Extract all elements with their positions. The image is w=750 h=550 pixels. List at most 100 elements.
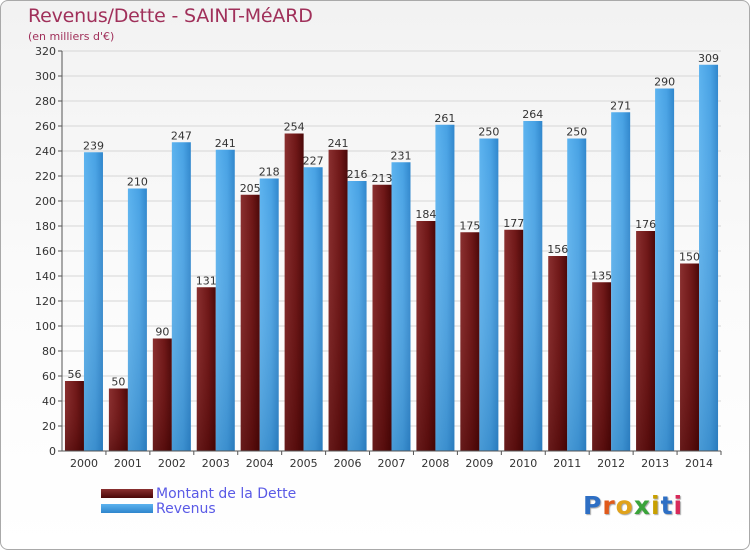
- bars-layer: [64, 64, 719, 451]
- logo-letter: x: [633, 491, 651, 520]
- x-tick-label: 2010: [509, 457, 537, 470]
- bar-shade-debt: [196, 287, 216, 451]
- y-tick-label: 240: [35, 145, 56, 158]
- logo-letter: i: [673, 491, 684, 520]
- bar-shade-revenue: [567, 138, 587, 451]
- x-tick-label: 2000: [70, 457, 98, 470]
- chart-title: Revenus/Dette - SAINT-MéARD: [28, 5, 313, 27]
- data-label-debt: 205: [240, 182, 261, 195]
- y-tick-label: 160: [35, 245, 56, 258]
- bar-shade-debt: [416, 221, 436, 451]
- bar-shade-debt: [372, 184, 392, 451]
- bar-shade-revenue: [655, 88, 675, 451]
- legend-swatch-revenue: [101, 504, 153, 513]
- bar-shade-revenue: [523, 121, 543, 451]
- bar-shade-debt: [284, 133, 304, 451]
- data-label-debt: 50: [111, 376, 125, 389]
- logo-letter: t: [660, 491, 674, 520]
- data-label-debt: 241: [328, 137, 349, 150]
- data-label-debt: 150: [679, 251, 700, 264]
- bar-shade-revenue: [435, 124, 455, 451]
- bar-shade-debt: [328, 149, 348, 451]
- axis-layer: 0 20 40 60 80 100 120 140 160 180 200 220 240 260 280 3…: [35, 45, 722, 470]
- data-label-debt: 184: [415, 208, 436, 221]
- x-tick-label: 2002: [158, 457, 186, 470]
- bar-shade-debt: [240, 194, 260, 451]
- x-tick-label: 2009: [465, 457, 493, 470]
- bar-shade-revenue: [303, 167, 323, 451]
- y-tick-label: 120: [35, 295, 56, 308]
- data-label-debt: 177: [503, 217, 524, 230]
- x-tick-label: 2013: [641, 457, 669, 470]
- data-label-revenue: 250: [566, 126, 587, 139]
- y-tick-label: 220: [35, 170, 56, 183]
- bar-shade-debt: [64, 381, 84, 451]
- y-tick-label: 300: [35, 70, 56, 83]
- y-tick-label: 200: [35, 195, 56, 208]
- bar-shade-debt: [592, 282, 612, 451]
- x-tick-label: 2001: [114, 457, 142, 470]
- data-label-debt: 176: [635, 218, 656, 231]
- y-tick-label: 260: [35, 120, 56, 133]
- y-tick-label: 100: [35, 320, 56, 333]
- x-tick-label: 2003: [202, 457, 230, 470]
- bar-shade-revenue: [611, 112, 631, 451]
- logo-letter: P: [583, 491, 603, 520]
- data-label-revenue: 218: [259, 166, 280, 179]
- chart-subtitle: (en milliers d'€): [28, 30, 115, 43]
- data-label-debt: 254: [284, 121, 305, 134]
- data-label-debt: 135: [591, 269, 612, 282]
- y-tick-label: 280: [35, 95, 56, 108]
- data-label-debt: 56: [67, 368, 81, 381]
- x-tick-label: 2008: [421, 457, 449, 470]
- legend-label-debt: Montant de la Dette: [156, 486, 297, 502]
- bar-shade-revenue: [127, 188, 147, 451]
- y-tick-label: 80: [42, 345, 56, 358]
- data-label-revenue: 239: [83, 139, 104, 152]
- y-tick-label: 60: [42, 370, 56, 383]
- bar-shade-debt: [108, 388, 128, 451]
- data-label-debt: 156: [547, 243, 568, 256]
- data-label-revenue: 210: [127, 176, 148, 189]
- data-label-debt: 213: [372, 172, 393, 185]
- data-label-revenue: 227: [303, 154, 324, 167]
- bar-shade-debt: [548, 256, 568, 451]
- data-label-revenue: 261: [434, 112, 455, 125]
- data-label-revenue: 216: [347, 168, 368, 181]
- bar-shade-revenue: [171, 142, 191, 451]
- x-tick-label: 2012: [597, 457, 625, 470]
- bar-shade-revenue: [83, 152, 103, 451]
- bar-shade-debt: [152, 338, 172, 451]
- x-tick-label: 2011: [553, 457, 581, 470]
- y-tick-label: 320: [35, 45, 56, 58]
- data-label-revenue: 309: [698, 52, 719, 65]
- data-label-debt: 131: [196, 274, 217, 287]
- bar-shade-revenue: [699, 64, 719, 451]
- y-tick-label: 140: [35, 270, 56, 283]
- logo-letter: o: [615, 491, 634, 520]
- bar-shade-revenue: [391, 162, 411, 451]
- x-tick-label: 2007: [378, 457, 406, 470]
- x-tick-label: 2006: [334, 457, 362, 470]
- x-tick-label: 2004: [246, 457, 274, 470]
- bar-shade-debt: [680, 263, 700, 451]
- data-label-revenue: 231: [391, 149, 412, 162]
- bar-shade-revenue: [347, 181, 367, 451]
- data-label-debt: 175: [459, 219, 480, 232]
- x-tick-label: 2014: [685, 457, 713, 470]
- data-label-revenue: 264: [522, 108, 543, 121]
- proxiti-logo: Proxiti: [583, 491, 683, 520]
- bar-shade-revenue: [215, 149, 235, 451]
- data-label-revenue: 247: [171, 129, 192, 142]
- logo-letter: i: [651, 491, 661, 520]
- data-label-revenue: 250: [478, 126, 499, 139]
- data-label-revenue: 290: [654, 76, 675, 89]
- legend-swatch-debt: [101, 489, 153, 498]
- labels-layer: 56 239 50 210 90 247 131 241 205 218 254 227 241 216 2…: [67, 52, 719, 389]
- legend-label-revenue: Revenus: [156, 501, 216, 517]
- data-label-revenue: 271: [610, 99, 631, 112]
- bar-shade-debt: [460, 232, 480, 451]
- data-label-debt: 90: [155, 326, 169, 339]
- bar-shade-debt: [504, 229, 524, 451]
